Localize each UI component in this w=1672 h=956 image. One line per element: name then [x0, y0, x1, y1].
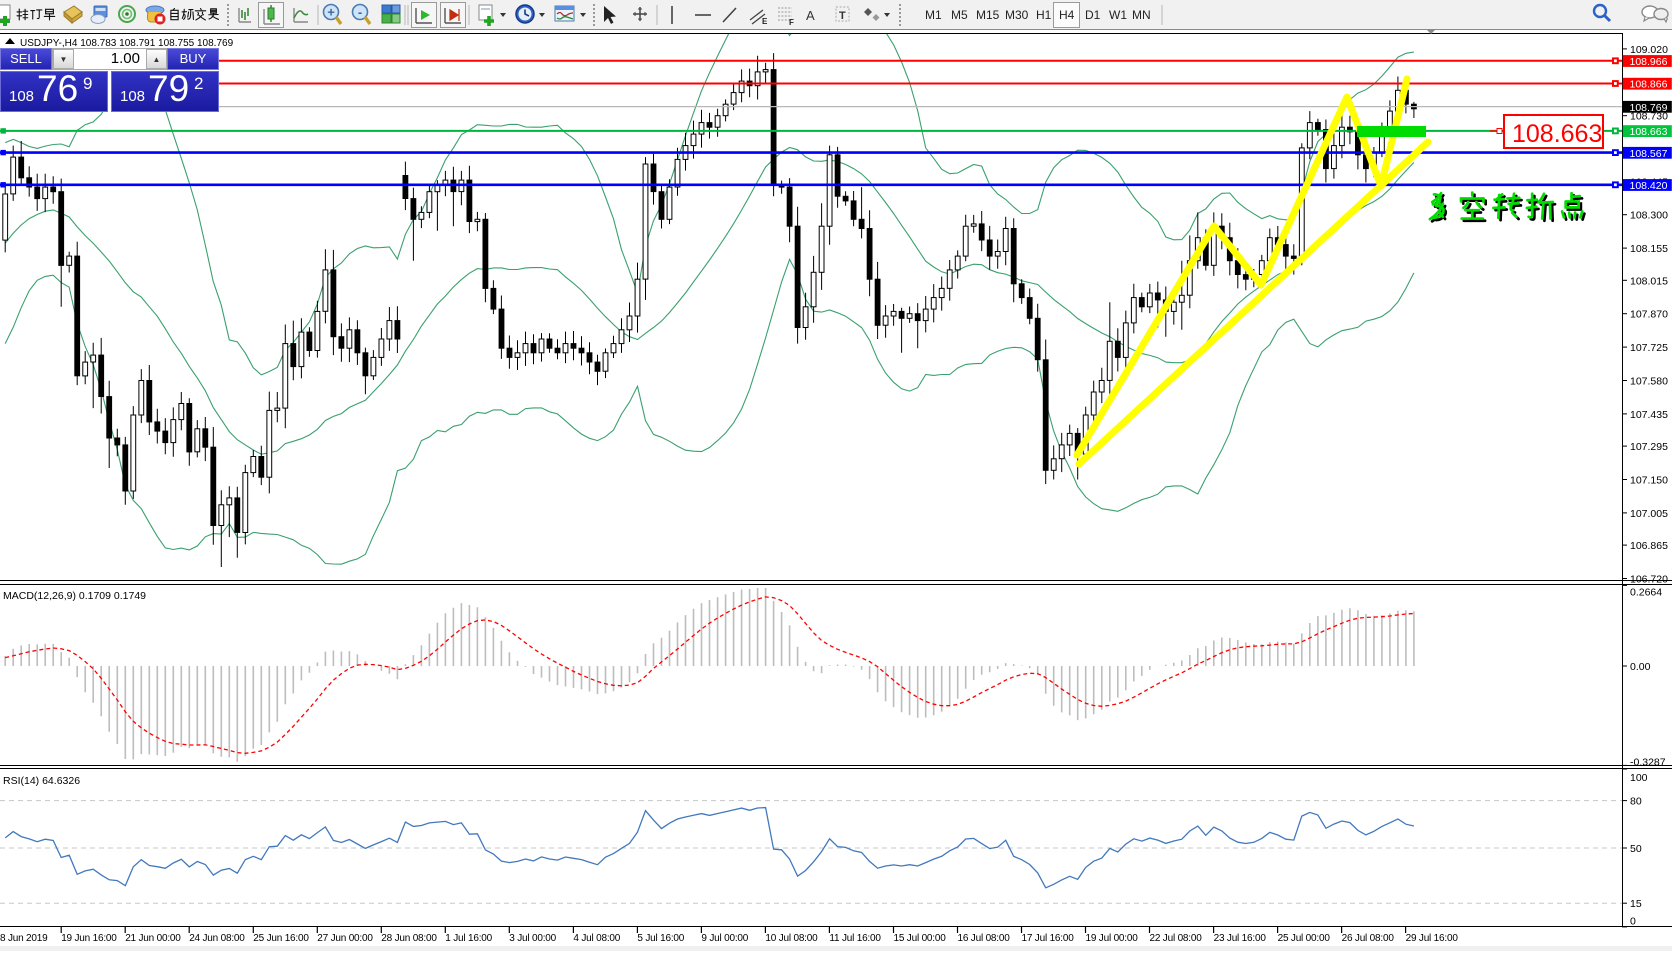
svg-text:1 Jul 16:00: 1 Jul 16:00: [445, 933, 492, 944]
svg-text:11 Jul 16:00: 11 Jul 16:00: [829, 933, 881, 944]
svg-text:27 Jun 00:00: 27 Jun 00:00: [317, 933, 373, 944]
svg-text:F: F: [789, 18, 794, 27]
svg-text:106.865: 106.865: [1630, 540, 1668, 552]
svg-text:W1: W1: [1109, 8, 1127, 22]
svg-text:107.150: 107.150: [1630, 475, 1668, 487]
svg-text:-0.3287: -0.3287: [1630, 757, 1666, 769]
svg-text:D1: D1: [1085, 8, 1101, 22]
svg-text:23 Jul 16:00: 23 Jul 16:00: [1214, 933, 1267, 944]
svg-text:10 Jul 08:00: 10 Jul 08:00: [765, 933, 818, 944]
svg-text:80: 80: [1630, 796, 1642, 808]
svg-text:107.580: 107.580: [1630, 376, 1668, 388]
svg-text:T: T: [839, 10, 846, 22]
svg-text:MN: MN: [1132, 8, 1151, 22]
svg-text:108.567: 108.567: [1630, 148, 1668, 160]
svg-text:106.720: 106.720: [1630, 574, 1668, 586]
svg-text:0.2664: 0.2664: [1630, 587, 1662, 599]
svg-text:107.870: 107.870: [1630, 309, 1668, 321]
svg-text:0.00: 0.00: [1630, 661, 1651, 673]
svg-text:8 Jun 2019: 8 Jun 2019: [0, 933, 48, 944]
svg-text:MACD(12,26,9) 0.1709 0.1749: MACD(12,26,9) 0.1709 0.1749: [3, 590, 146, 602]
svg-text:108.300: 108.300: [1630, 210, 1668, 222]
svg-text:USDJPY-,H4 108.783 108.791 10: USDJPY-,H4 108.783 108.791 108.755 108.7…: [20, 38, 234, 49]
svg-text:108.730: 108.730: [1630, 111, 1668, 123]
svg-text:29 Jul 16:00: 29 Jul 16:00: [1406, 933, 1459, 944]
svg-text:25 Jul 00:00: 25 Jul 00:00: [1278, 933, 1331, 944]
svg-text:28 Jun 08:00: 28 Jun 08:00: [381, 933, 437, 944]
svg-text:108.015: 108.015: [1630, 275, 1668, 287]
svg-text:15 Jul 00:00: 15 Jul 00:00: [894, 933, 947, 944]
svg-text:21 Jun 00:00: 21 Jun 00:00: [125, 933, 181, 944]
svg-text:107.005: 107.005: [1630, 508, 1668, 520]
svg-text:107.295: 107.295: [1630, 441, 1668, 453]
svg-text:109.020: 109.020: [1630, 44, 1668, 56]
svg-text:108.420: 108.420: [1630, 180, 1668, 192]
svg-text:24 Jun 08:00: 24 Jun 08:00: [189, 933, 245, 944]
svg-text:A: A: [806, 8, 815, 23]
svg-text:108.155: 108.155: [1630, 243, 1668, 255]
svg-text:-: -: [358, 5, 362, 20]
svg-text:H4: H4: [1059, 8, 1075, 22]
svg-text:50: 50: [1630, 843, 1642, 855]
svg-text:16 Jul 08:00: 16 Jul 08:00: [958, 933, 1011, 944]
svg-text:22 Jul 08:00: 22 Jul 08:00: [1150, 933, 1203, 944]
svg-text:H1: H1: [1036, 8, 1052, 22]
svg-text:19 Jun 16:00: 19 Jun 16:00: [61, 933, 117, 944]
svg-text:RSI(14) 64.6326: RSI(14) 64.6326: [3, 775, 80, 787]
svg-text:108.769: 108.769: [1630, 102, 1668, 114]
svg-text:4 Jul 08:00: 4 Jul 08:00: [573, 933, 620, 944]
svg-text:19 Jul 00:00: 19 Jul 00:00: [1086, 933, 1139, 944]
svg-text:108.866: 108.866: [1630, 79, 1668, 91]
svg-text:100: 100: [1630, 772, 1648, 784]
svg-text:15: 15: [1630, 898, 1642, 910]
svg-text:E: E: [762, 17, 768, 26]
svg-text:M15: M15: [976, 8, 1000, 22]
svg-text:M30: M30: [1005, 8, 1029, 22]
svg-text:M1: M1: [925, 8, 942, 22]
svg-text:5 Jul 16:00: 5 Jul 16:00: [637, 933, 684, 944]
svg-text:107.725: 107.725: [1630, 342, 1668, 354]
svg-text:107.435: 107.435: [1630, 409, 1668, 421]
svg-text:M5: M5: [951, 8, 968, 22]
svg-text:108.966: 108.966: [1630, 56, 1668, 68]
svg-text:25 Jun 16:00: 25 Jun 16:00: [253, 933, 309, 944]
svg-text:3 Jul 00:00: 3 Jul 00:00: [509, 933, 556, 944]
svg-text:9 Jul 00:00: 9 Jul 00:00: [701, 933, 748, 944]
svg-text:26 Jul 08:00: 26 Jul 08:00: [1342, 933, 1395, 944]
svg-text:108.663: 108.663: [1512, 120, 1602, 148]
svg-text:108.663: 108.663: [1630, 126, 1668, 138]
svg-text:17 Jul 16:00: 17 Jul 16:00: [1022, 933, 1075, 944]
svg-text:0: 0: [1630, 916, 1636, 928]
svg-text:+: +: [327, 5, 335, 20]
